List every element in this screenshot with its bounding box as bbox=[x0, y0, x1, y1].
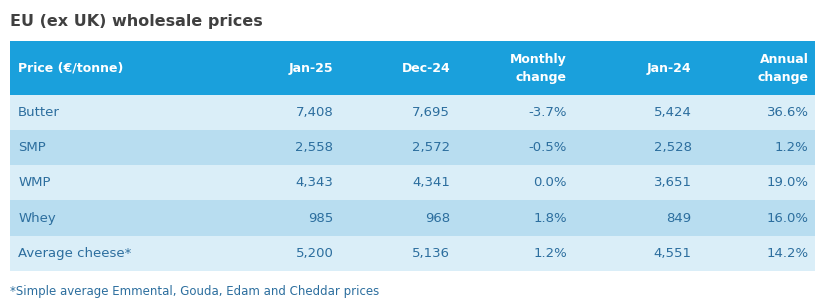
Text: 7,695: 7,695 bbox=[412, 106, 450, 119]
Text: Whey: Whey bbox=[18, 211, 56, 225]
Text: change: change bbox=[516, 71, 567, 84]
Text: 2,572: 2,572 bbox=[412, 141, 450, 154]
Text: 1.2%: 1.2% bbox=[775, 141, 808, 154]
Text: 3,651: 3,651 bbox=[653, 176, 691, 189]
Text: Annual: Annual bbox=[760, 53, 808, 66]
Text: Monthly: Monthly bbox=[510, 53, 567, 66]
Text: change: change bbox=[757, 71, 808, 84]
Text: 849: 849 bbox=[667, 211, 691, 225]
Bar bbox=[10, 95, 815, 130]
Text: 16.0%: 16.0% bbox=[766, 211, 808, 225]
Text: Jan-24: Jan-24 bbox=[647, 62, 691, 75]
Text: 1.2%: 1.2% bbox=[533, 247, 567, 260]
Text: 4,551: 4,551 bbox=[653, 247, 691, 260]
Text: -0.5%: -0.5% bbox=[529, 141, 567, 154]
Text: 4,343: 4,343 bbox=[295, 176, 333, 189]
Text: 5,200: 5,200 bbox=[295, 247, 333, 260]
Text: WMP: WMP bbox=[18, 176, 50, 189]
Text: Jan-25: Jan-25 bbox=[289, 62, 333, 75]
Text: 5,136: 5,136 bbox=[412, 247, 450, 260]
Text: SMP: SMP bbox=[18, 141, 46, 154]
Text: Price (€/tonne): Price (€/tonne) bbox=[18, 62, 124, 75]
Text: 1.8%: 1.8% bbox=[533, 211, 567, 225]
Text: 2,558: 2,558 bbox=[295, 141, 333, 154]
Text: 7,408: 7,408 bbox=[295, 106, 333, 119]
Text: Average cheese*: Average cheese* bbox=[18, 247, 131, 260]
Text: 14.2%: 14.2% bbox=[766, 247, 808, 260]
Bar bbox=[10, 130, 815, 165]
Text: 968: 968 bbox=[425, 211, 450, 225]
Bar bbox=[10, 236, 815, 271]
Text: Butter: Butter bbox=[18, 106, 60, 119]
Text: 5,424: 5,424 bbox=[654, 106, 691, 119]
Text: Dec-24: Dec-24 bbox=[402, 62, 450, 75]
Text: 985: 985 bbox=[309, 211, 333, 225]
Bar bbox=[10, 165, 815, 200]
Text: 19.0%: 19.0% bbox=[766, 176, 808, 189]
Text: 4,341: 4,341 bbox=[412, 176, 450, 189]
Text: EU (ex UK) wholesale prices: EU (ex UK) wholesale prices bbox=[10, 14, 262, 29]
Bar bbox=[10, 41, 815, 95]
Text: 2,528: 2,528 bbox=[653, 141, 691, 154]
Text: 36.6%: 36.6% bbox=[766, 106, 808, 119]
Text: *Simple average Emmental, Gouda, Edam and Cheddar prices: *Simple average Emmental, Gouda, Edam an… bbox=[10, 285, 380, 297]
Text: -3.7%: -3.7% bbox=[529, 106, 567, 119]
Bar bbox=[10, 200, 815, 236]
Text: 0.0%: 0.0% bbox=[534, 176, 567, 189]
